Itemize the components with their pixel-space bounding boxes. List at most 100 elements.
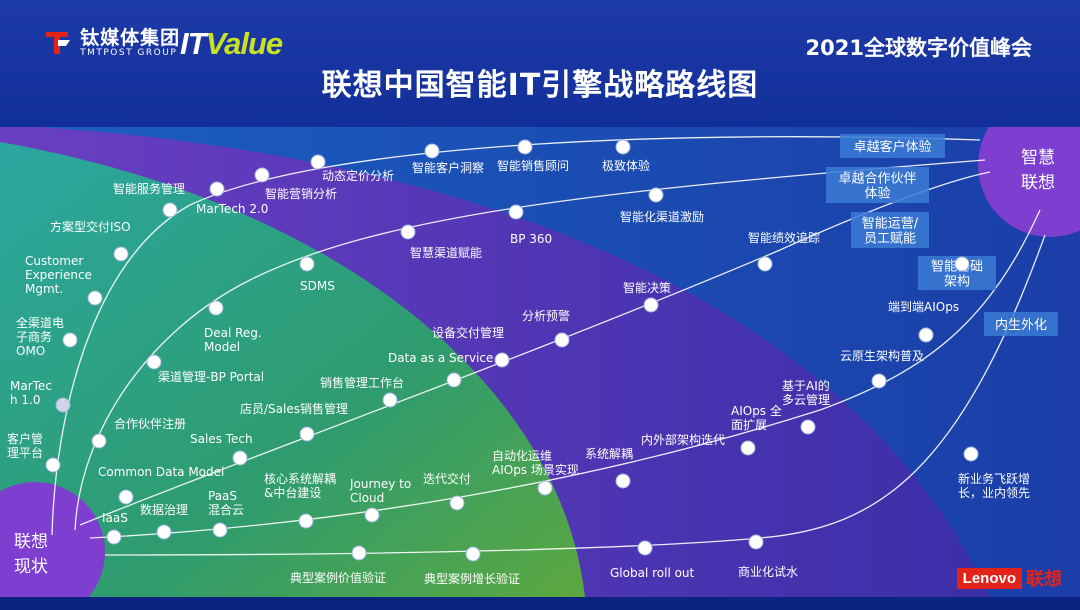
milestone-label: h 1.0	[10, 393, 41, 407]
milestone: 典型案例价值验证	[290, 545, 386, 585]
tmtpost-mark-icon	[46, 32, 70, 54]
milestone-label: Model	[204, 340, 240, 354]
milestone-label: Customer	[25, 254, 83, 268]
milestone-dot	[382, 392, 398, 408]
milestone-label: 自动化运维	[492, 449, 552, 463]
milestone-label: 智能销售顾问	[497, 158, 569, 173]
tmtpost-logo: 钛媒体集团 TMTPOST GROUP	[44, 28, 180, 58]
goal-tag-label: 内生外化	[995, 317, 1047, 333]
milestone-label: SDMS	[300, 279, 335, 293]
milestone-dot	[400, 224, 416, 240]
milestone-dot	[298, 513, 314, 529]
milestone-dot	[494, 352, 510, 368]
milestone: 迭代交付	[423, 471, 471, 511]
milestone-dot	[800, 419, 816, 435]
milestone: 渠道管理-BP Portal	[146, 354, 264, 384]
milestone-label: Sales Tech	[190, 432, 253, 446]
goal-tag: 内生外化	[984, 312, 1058, 336]
milestone-label: 商业化试水	[738, 564, 798, 579]
milestone: 智慧渠道赋能	[400, 224, 482, 260]
milestone: 分析预警	[522, 308, 570, 348]
milestone-dot	[118, 489, 134, 505]
milestone: 智能营销分析	[254, 167, 337, 201]
goal-tag-box	[840, 134, 945, 158]
milestone-label: OMO	[16, 344, 45, 358]
milestone-label: 合作伙伴注册	[114, 416, 186, 431]
milestone-label: Experience	[25, 268, 92, 282]
milestone-label: 动态定价分析	[322, 168, 394, 183]
milestone-dot	[299, 256, 315, 272]
goal-tag-label: 卓越客户体验	[853, 139, 931, 155]
milestone: 典型案例增长验证	[424, 546, 520, 586]
milestone: 合作伙伴注册	[91, 416, 186, 449]
milestone: 智能化渠道激励	[620, 187, 704, 224]
milestone-dot	[517, 139, 533, 155]
milestone: MarTech 2.0	[196, 181, 268, 216]
milestone-dot	[748, 534, 764, 550]
milestone-dot	[232, 450, 248, 466]
milestone-label: Cloud	[350, 491, 384, 505]
milestone-label: 多云管理	[782, 392, 830, 407]
milestone-label: Mgmt.	[25, 282, 63, 296]
itvalue-it: IT	[180, 26, 207, 61]
milestone: 设备交付管理	[432, 325, 510, 368]
milestone-dot	[87, 290, 103, 306]
goal-tag-box	[851, 212, 929, 248]
lenovo-logo: Lenovo 联想	[956, 566, 1062, 590]
milestone-label: 智能客户洞察	[412, 160, 484, 175]
milestone-dot	[446, 372, 462, 388]
milestone-label: &中台建设	[264, 485, 321, 500]
milestone-dot	[615, 473, 631, 489]
milestone-label: 系统解耦	[585, 447, 633, 461]
goal-tag-label: 员工赋能	[864, 232, 916, 247]
milestone: BP 360	[508, 204, 552, 246]
milestone-label: 基于AI的	[782, 378, 830, 393]
milestone-label: Journey to	[349, 477, 411, 491]
goal-tag-label: 体验	[864, 186, 890, 202]
start-label-line2: 现状	[14, 557, 48, 577]
milestone-dot	[465, 546, 481, 562]
milestone-dot	[954, 256, 970, 272]
milestone-label: 混合云	[208, 502, 244, 517]
milestone-dot	[615, 139, 631, 155]
tmtpost-name: 钛媒体集团	[80, 27, 181, 49]
milestone-dot	[162, 202, 178, 218]
milestone-dot	[871, 373, 887, 389]
goal-tag-label: 架构	[944, 275, 970, 290]
roadmap-diagram: 联想 现状 智慧 联想 卓越客户体验卓越合作伙伴体验智能运营/员工赋能智能基础架…	[0, 127, 1080, 597]
milestone-label: 方案型交付ISO	[50, 219, 131, 234]
milestone-dot	[212, 522, 228, 538]
milestone: 商业化试水	[738, 534, 798, 579]
milestone: Data as a Service	[388, 351, 493, 388]
milestone-label: 极致体验	[602, 158, 650, 173]
milestone-label: 长，业内领先	[958, 486, 1030, 500]
milestone-dot	[208, 300, 224, 316]
green-region	[0, 142, 585, 597]
milestone-dot	[146, 354, 162, 370]
milestone-dot	[364, 507, 380, 523]
end-corner	[978, 127, 1080, 237]
milestone-label: 智能决策	[623, 280, 671, 295]
milestone-dot	[637, 540, 653, 556]
milestone-dot	[424, 143, 440, 159]
milestone-label: 典型案例价值验证	[290, 570, 386, 585]
milestone: 极致体验	[602, 139, 650, 173]
milestone: 智能客户洞察	[412, 143, 484, 175]
milestone: 数据治理	[140, 502, 188, 540]
itvalue-logo: ITValue	[180, 26, 283, 62]
milestone: 智能绩效追踪	[748, 230, 820, 272]
milestone-label: MarTec	[10, 379, 52, 393]
milestone-label: 面扩展	[731, 418, 767, 432]
milestone-label: MarTech 2.0	[196, 202, 268, 216]
milestone: Global roll out	[610, 540, 695, 580]
milestone: 端到端AIOps	[888, 256, 970, 314]
milestone-dot	[113, 246, 129, 262]
